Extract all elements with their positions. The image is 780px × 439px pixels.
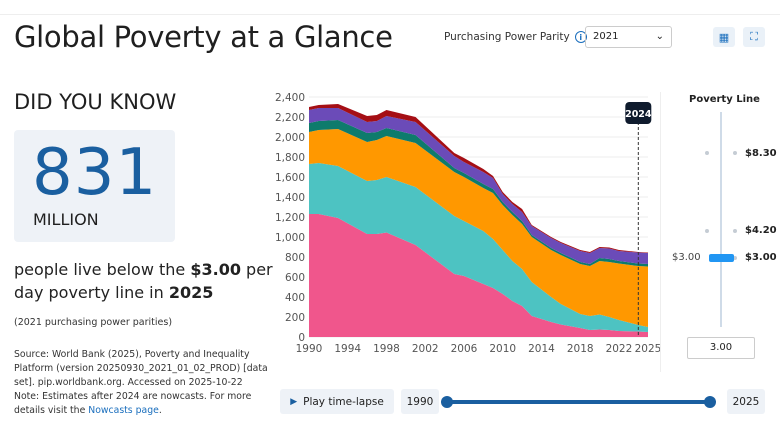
year-range-slider[interactable] — [446, 400, 710, 404]
poverty-area-chart: 0 200 400 600 800 1,000 1,200 1,400 1,600 1,800 2,… — [275, 92, 660, 355]
current-line-label: $3.00 — [672, 252, 701, 263]
start-year-handle[interactable] — [441, 396, 453, 408]
nowcasts-link[interactable]: Nowcasts page — [88, 405, 159, 416]
did-you-know-heading: DID YOU KNOW — [14, 90, 177, 114]
y-tick-label: 600 — [285, 272, 305, 284]
poverty-line-slider[interactable] — [720, 112, 722, 327]
area-series-1 — [309, 214, 648, 337]
year-marker-badge — [625, 102, 652, 124]
info-icon[interactable]: i — [574, 31, 587, 43]
x-tick-label: 1990 — [296, 343, 323, 355]
note-text: Note: Estimates after 2024 are nowcasts.… — [14, 391, 252, 416]
headline-number: 831 — [32, 136, 158, 210]
top-divider — [0, 14, 780, 15]
play-label: Play time-lapse — [303, 395, 384, 408]
x-tick-label: 2002 — [412, 343, 439, 355]
area-series-3 — [309, 129, 648, 327]
y-tick-label: 0 — [298, 332, 305, 344]
mark-4-20: $4.20 — [745, 225, 777, 236]
fullscreen-icon: ⛶ — [750, 30, 758, 43]
tick-dot — [733, 151, 737, 155]
poverty-line-title: Poverty Line — [689, 94, 760, 105]
tick-dot — [705, 151, 709, 155]
y-tick-label: 1,800 — [275, 152, 305, 164]
ppp-selected-value: 2021 — [593, 31, 619, 42]
start-year-box: 1990 — [401, 389, 439, 414]
play-icon: ▶ — [290, 396, 298, 407]
y-tick-label: 400 — [285, 292, 305, 304]
statement-year: 2025 — [168, 283, 214, 302]
x-tick-label: 2010 — [489, 343, 516, 355]
headline-unit: MILLION — [33, 210, 99, 229]
play-timelapse-button[interactable]: ▶ Play time-lapse — [280, 389, 394, 414]
y-tick-label: 2,000 — [275, 132, 305, 144]
ppp-select[interactable]: 2021 ⌄ — [585, 26, 672, 48]
x-tick-label: 2018 — [567, 343, 594, 355]
chevron-down-icon: ⌄ — [655, 31, 664, 42]
mark-8-30: $8.30 — [745, 148, 777, 159]
y-tick-label: 2,400 — [275, 92, 305, 104]
poverty-line-input[interactable]: 3.00 — [687, 337, 755, 359]
headline-statement: people live below the $3.00 per day pove… — [14, 258, 274, 304]
statement-line: $3.00 — [190, 260, 241, 279]
headline-card: 831 MILLION — [14, 130, 175, 242]
fullscreen-button[interactable]: ⛶ — [743, 27, 765, 47]
y-tick-label: 1,000 — [275, 232, 305, 244]
source-note: Source: World Bank (2025), Poverty and I… — [14, 348, 274, 418]
source-text: Source: World Bank (2025), Poverty and I… — [14, 349, 268, 388]
end-year-box: 2025 — [727, 389, 765, 414]
mark-3-00: $3.00 — [745, 252, 777, 263]
y-tick-label: 200 — [285, 312, 305, 324]
poverty-line-thumb[interactable] — [709, 254, 734, 262]
note-end: . — [158, 405, 162, 416]
area-series-2 — [309, 163, 648, 332]
y-tick-label: 2,200 — [275, 112, 305, 124]
ppp-label-text: Purchasing Power Parity — [444, 31, 570, 43]
page-title: Global Poverty at a Glance — [14, 20, 393, 54]
tick-dot — [733, 256, 737, 260]
table-icon: ▦ — [718, 30, 730, 44]
ppp-note: (2021 purchasing power parities) — [14, 317, 173, 328]
statement-text: people live below the — [14, 260, 191, 279]
statement-text: per day poverty line in — [14, 260, 273, 302]
y-tick-label: 1,400 — [275, 192, 305, 204]
x-tick-label: 2006 — [451, 343, 478, 355]
x-tick-label: 2025 — [635, 343, 660, 355]
y-tick-label: 1,600 — [275, 172, 305, 184]
tick-dot — [705, 229, 709, 233]
tick-dot — [733, 229, 737, 233]
x-tick-label: 2014 — [528, 343, 555, 355]
x-tick-label: 1994 — [334, 343, 361, 355]
year-marker-label: 2024 — [625, 109, 652, 120]
end-year-handle[interactable] — [704, 396, 716, 408]
panel-divider — [660, 92, 661, 372]
table-view-button[interactable]: ▦ — [713, 27, 735, 47]
x-tick-label: 2022 — [606, 343, 633, 355]
y-tick-label: 800 — [285, 252, 305, 264]
x-tick-label: 1998 — [373, 343, 400, 355]
ppp-label: Purchasing Power Parity i — [444, 31, 587, 43]
y-tick-label: 1,200 — [275, 212, 305, 224]
